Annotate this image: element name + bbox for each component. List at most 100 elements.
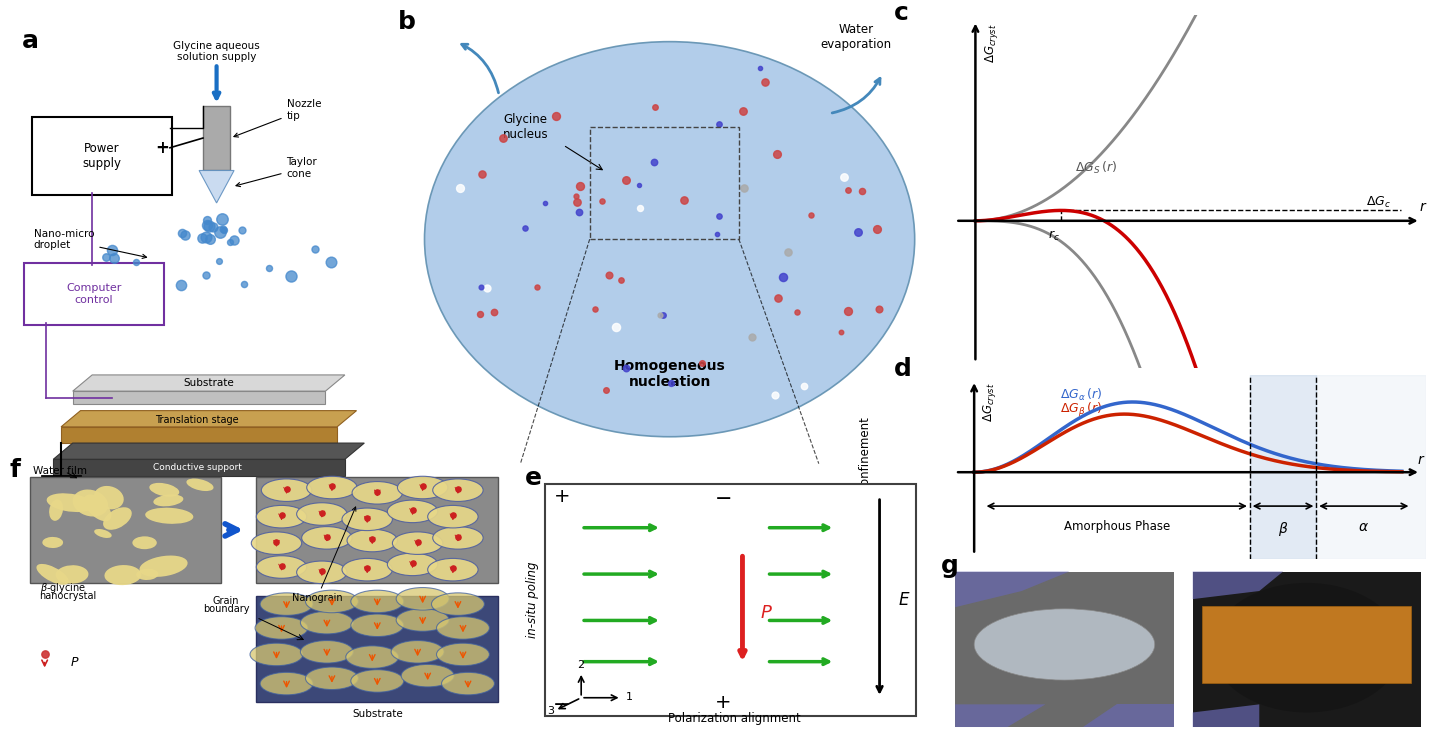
Polygon shape (60, 411, 357, 427)
Point (230, 224, 253, 236)
Point (740, 331, 763, 343)
Ellipse shape (353, 481, 403, 504)
Point (491, 132, 514, 144)
Text: $P$: $P$ (71, 656, 79, 669)
Ellipse shape (436, 617, 490, 639)
Ellipse shape (94, 486, 124, 509)
Point (199, 233, 222, 245)
Point (192, 232, 215, 244)
Text: Water
evaporation: Water evaporation (821, 23, 891, 52)
Point (615, 363, 638, 375)
Point (468, 308, 491, 320)
Ellipse shape (73, 489, 108, 517)
Point (360, 534, 383, 545)
Point (441, 562, 464, 574)
Point (33, 648, 56, 660)
Text: $+$: $+$ (553, 487, 569, 506)
Text: $E$: $E$ (897, 591, 910, 609)
Text: Polarization alignment: Polarization alignment (668, 712, 801, 725)
Point (311, 507, 334, 519)
Text: $\Delta G_{cryst}$: $\Delta G_{cryst}$ (981, 383, 998, 422)
FancyBboxPatch shape (256, 477, 498, 583)
Ellipse shape (150, 483, 180, 497)
FancyBboxPatch shape (955, 572, 1174, 727)
Ellipse shape (105, 565, 141, 585)
Text: Translation stage: Translation stage (156, 414, 239, 425)
Text: Nanoconfinement: Nanoconfinement (858, 415, 871, 520)
Point (356, 562, 379, 574)
Point (356, 512, 379, 524)
Point (170, 279, 193, 291)
Point (765, 148, 788, 160)
Text: $r$: $r$ (1417, 453, 1426, 467)
Point (792, 381, 815, 392)
Text: boundary: boundary (203, 604, 249, 614)
Text: $P$: $P$ (760, 604, 773, 622)
Polygon shape (1083, 704, 1174, 727)
Point (194, 269, 217, 280)
Text: nanocrystal: nanocrystal (40, 591, 96, 601)
Bar (590, 127, 739, 239)
Ellipse shape (256, 506, 307, 528)
Point (222, 234, 245, 246)
Point (400, 557, 425, 569)
Text: Nozzle
tip: Nozzle tip (233, 99, 321, 137)
Point (583, 302, 606, 314)
Text: Glycine
nucleus: Glycine nucleus (503, 113, 549, 141)
Text: +: + (156, 139, 168, 157)
Point (628, 180, 651, 191)
Point (569, 180, 592, 191)
Text: 1: 1 (625, 693, 632, 702)
Ellipse shape (297, 503, 347, 526)
Point (564, 197, 588, 208)
Ellipse shape (436, 643, 490, 666)
Text: Substrate: Substrate (183, 378, 235, 388)
Point (567, 205, 590, 217)
FancyBboxPatch shape (32, 117, 171, 195)
Text: $\Delta G_c$: $\Delta G_c$ (1365, 195, 1391, 210)
Point (471, 169, 494, 180)
Point (544, 110, 567, 121)
Ellipse shape (297, 561, 347, 584)
FancyBboxPatch shape (30, 477, 222, 583)
Ellipse shape (301, 640, 353, 663)
Ellipse shape (42, 537, 63, 548)
Point (514, 222, 537, 234)
Point (94, 252, 117, 263)
Ellipse shape (307, 476, 357, 499)
Ellipse shape (49, 500, 63, 521)
Point (772, 272, 795, 283)
Point (837, 305, 860, 317)
Text: a: a (22, 29, 39, 53)
Point (366, 486, 389, 498)
Point (196, 219, 219, 230)
Ellipse shape (343, 508, 392, 531)
Point (232, 277, 255, 289)
Point (786, 305, 809, 317)
Ellipse shape (425, 42, 914, 436)
Text: f: f (9, 459, 20, 482)
Text: Grain: Grain (213, 596, 239, 606)
Ellipse shape (262, 479, 311, 501)
Point (400, 504, 425, 516)
Bar (1250, 375, 1316, 559)
Ellipse shape (343, 559, 392, 581)
Ellipse shape (973, 609, 1155, 680)
Ellipse shape (433, 479, 484, 501)
Polygon shape (1192, 572, 1283, 599)
Point (275, 483, 298, 495)
Point (194, 214, 217, 226)
Point (847, 227, 870, 238)
Ellipse shape (347, 529, 397, 552)
Text: $\alpha$: $\alpha$ (1358, 520, 1369, 534)
Ellipse shape (1212, 583, 1403, 712)
Ellipse shape (397, 476, 448, 499)
Polygon shape (1192, 704, 1259, 727)
Point (406, 536, 429, 548)
Ellipse shape (301, 612, 353, 634)
Ellipse shape (351, 614, 403, 637)
Point (441, 509, 464, 521)
Polygon shape (53, 459, 346, 475)
FancyBboxPatch shape (1202, 606, 1411, 683)
Ellipse shape (392, 640, 444, 663)
